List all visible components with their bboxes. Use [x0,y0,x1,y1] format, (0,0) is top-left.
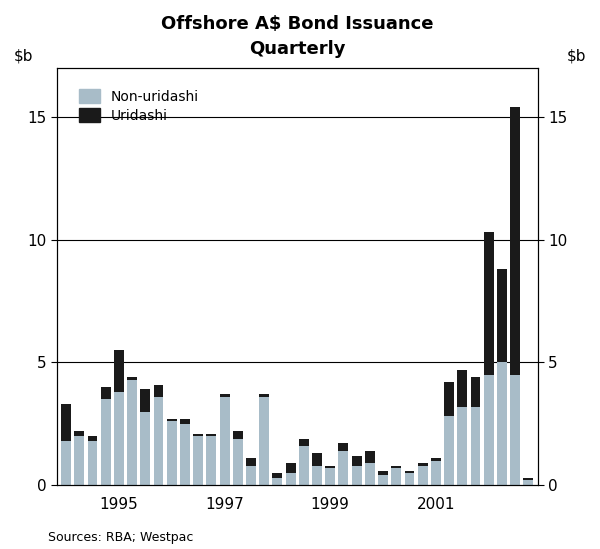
Bar [88,441,97,485]
Text: Sources: RBA; Westpac: Sources: RBA; Westpac [48,530,193,544]
Bar [404,473,415,485]
Bar [140,389,150,412]
Legend: Non-uridashi, Uridashi: Non-uridashi, Uridashi [73,83,205,128]
Bar [259,394,269,397]
Bar [127,380,137,485]
Bar [312,466,322,485]
Bar [140,412,150,485]
Bar [510,107,520,375]
Bar [404,470,415,473]
Bar [510,375,520,485]
Bar [418,466,428,485]
Bar [391,466,401,468]
Bar [206,436,217,485]
Bar [101,387,110,399]
Bar [312,453,322,466]
Bar [61,441,71,485]
Bar [470,407,481,485]
Bar [220,397,230,485]
Bar [193,436,203,485]
Bar [180,424,190,485]
Bar [365,463,375,485]
Bar [299,446,309,485]
Bar [497,269,507,362]
Bar [167,422,177,485]
Bar [523,478,533,480]
Bar [457,407,467,485]
Bar [88,436,97,441]
Bar [206,434,217,436]
Bar [154,397,163,485]
Bar [484,232,494,375]
Bar [497,362,507,485]
Bar [272,478,283,485]
Bar [233,439,243,485]
Bar [61,404,71,441]
Bar [418,463,428,466]
Bar [167,419,177,422]
Bar [127,377,137,380]
Bar [444,382,454,417]
Bar [338,451,349,485]
Bar [352,466,362,485]
Bar [272,473,283,478]
Bar [114,392,124,485]
Bar [484,375,494,485]
Bar [457,370,467,407]
Bar [299,439,309,446]
Bar [325,466,335,468]
Bar [378,475,388,485]
Text: $b: $b [14,49,33,64]
Bar [444,417,454,485]
Bar [325,468,335,485]
Bar [286,473,296,485]
Bar [365,451,375,463]
Bar [180,419,190,424]
Bar [259,397,269,485]
Bar [233,431,243,439]
Bar [470,377,481,407]
Bar [154,385,163,397]
Title: Offshore A$ Bond Issuance
Quarterly: Offshore A$ Bond Issuance Quarterly [161,15,433,58]
Bar [378,470,388,475]
Bar [523,480,533,485]
Bar [74,436,84,485]
Bar [391,468,401,485]
Bar [193,434,203,436]
Bar [338,444,349,451]
Bar [114,350,124,392]
Bar [431,458,441,461]
Bar [220,394,230,397]
Bar [431,461,441,485]
Bar [74,431,84,436]
Bar [352,456,362,466]
Bar [246,466,256,485]
Bar [286,463,296,473]
Text: $b: $b [566,49,586,64]
Bar [101,399,110,485]
Bar [246,458,256,466]
